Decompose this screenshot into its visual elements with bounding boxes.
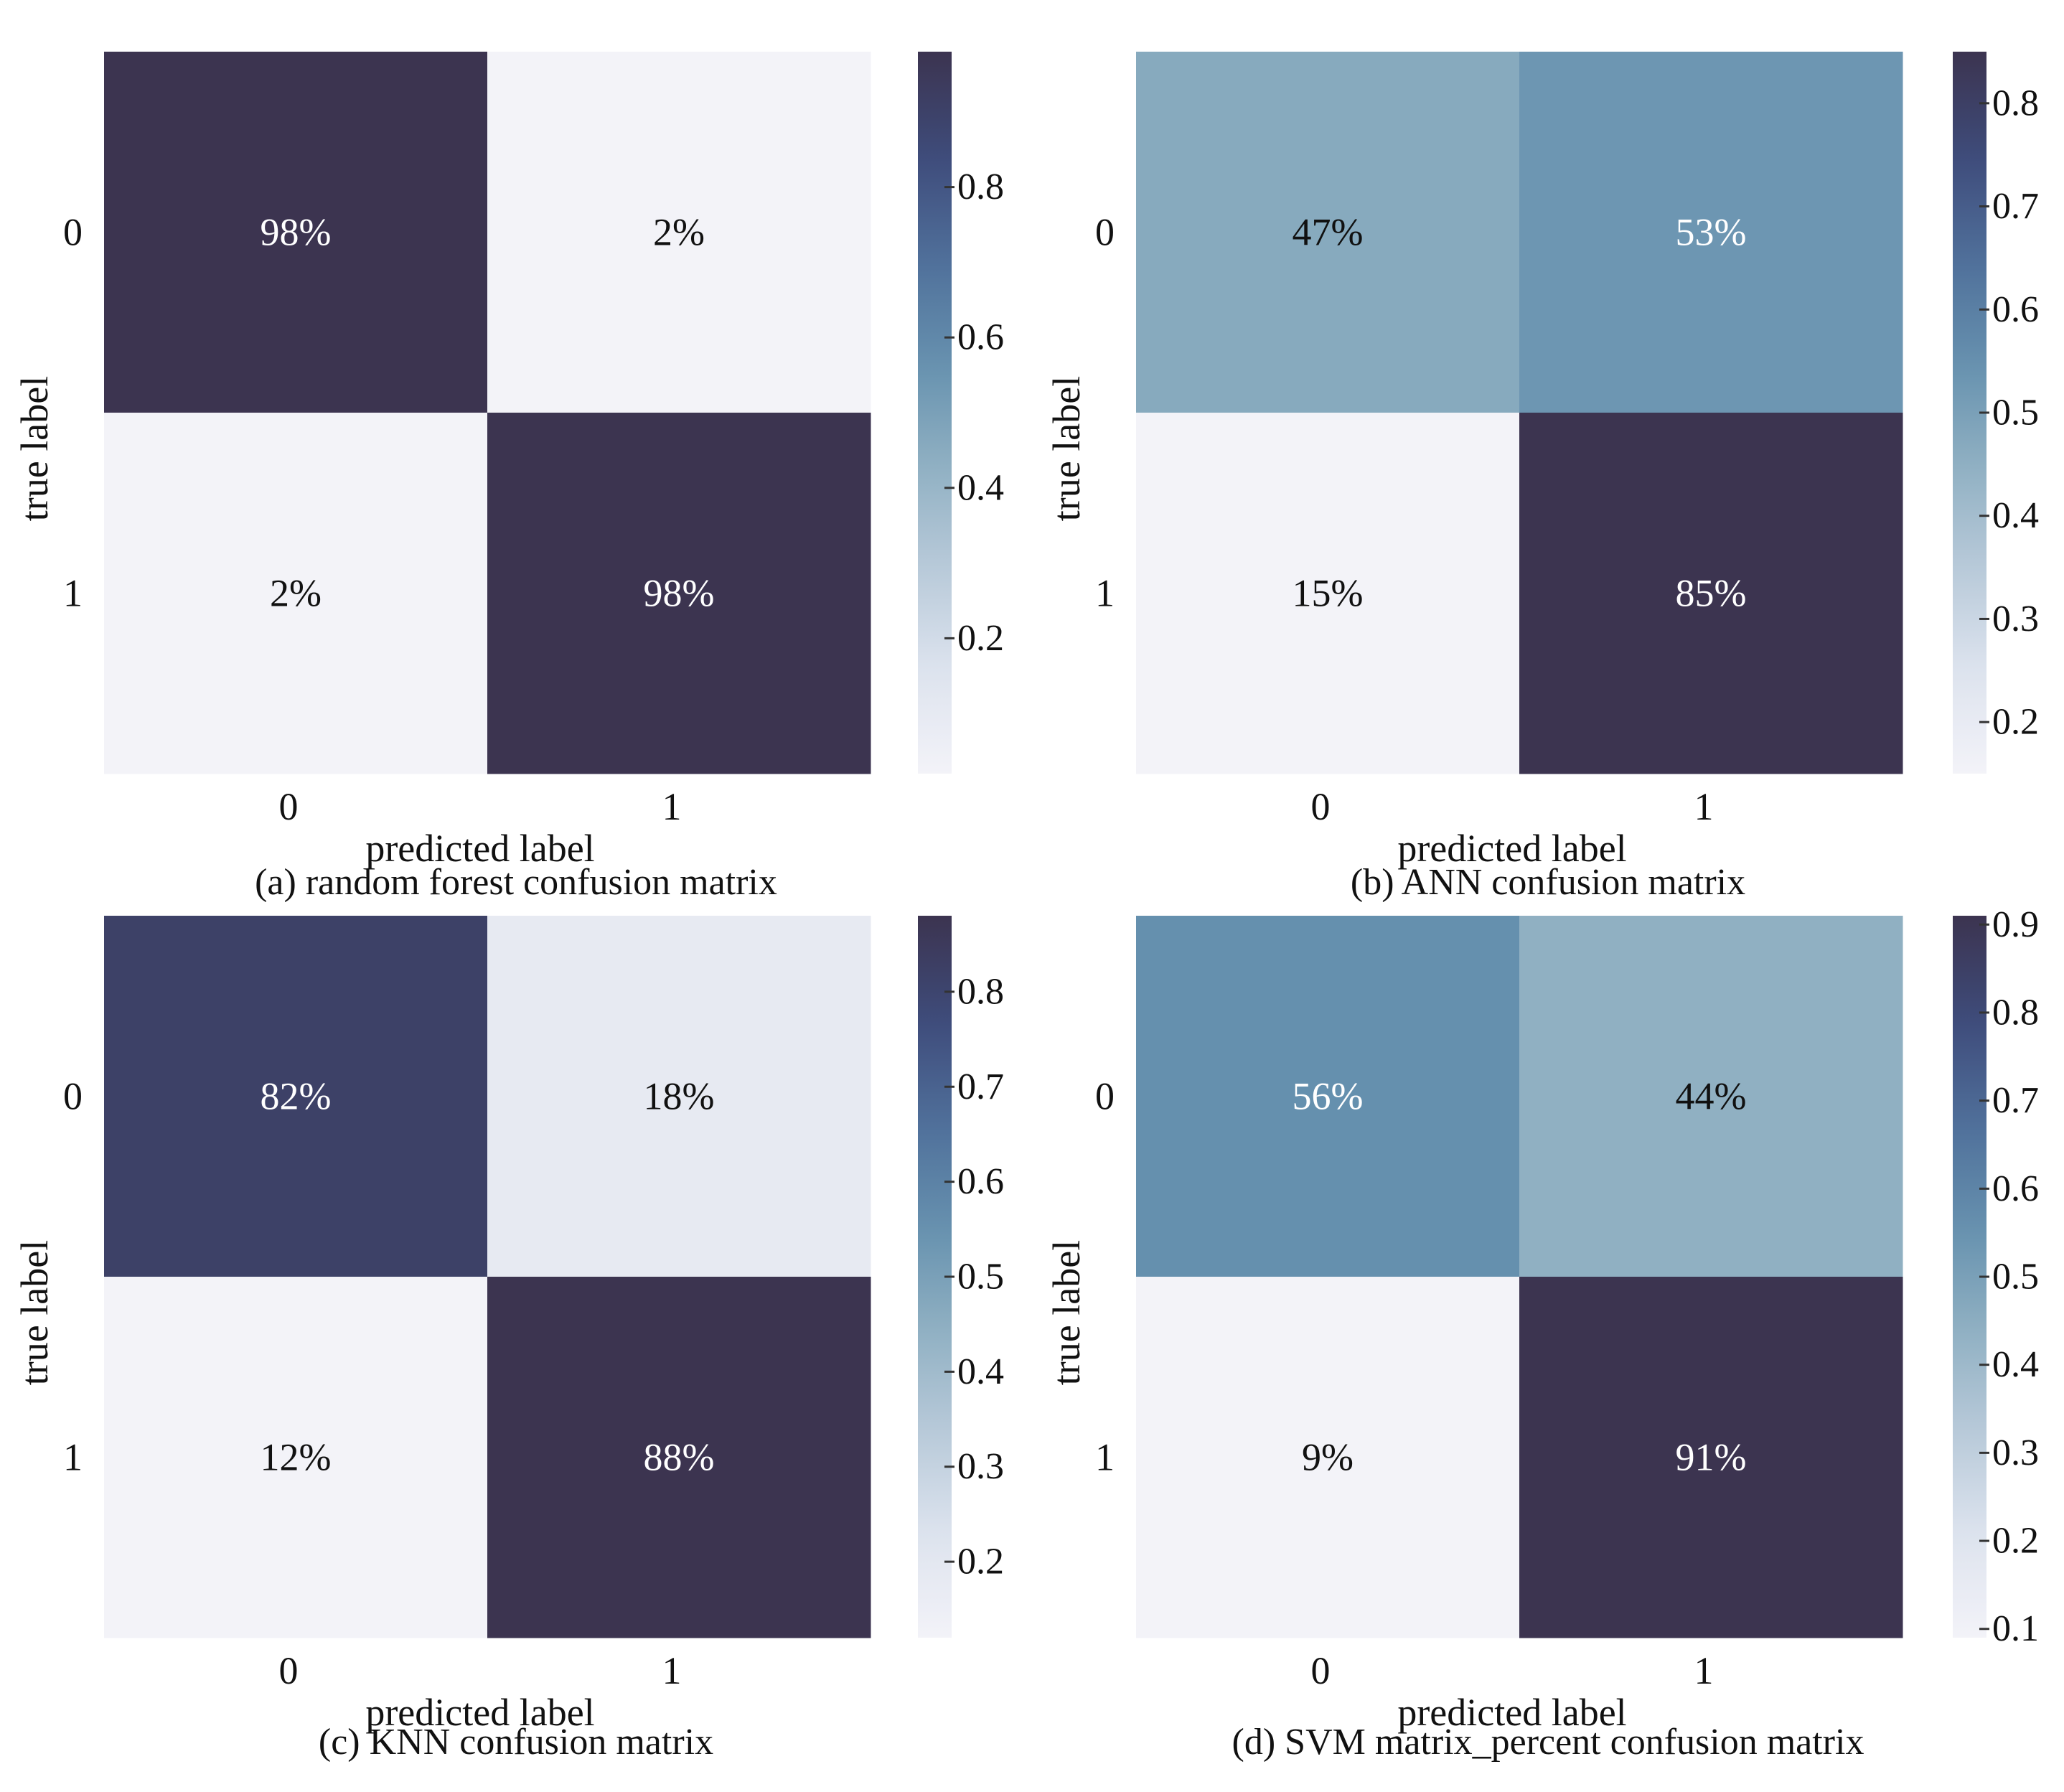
cell-label-1-1: 85%	[1676, 572, 1747, 615]
heatmap-cell-1-0	[1136, 413, 1520, 774]
colorbar-tick-label: 0.8	[957, 971, 1004, 1012]
y-axis-label: true label	[1045, 1240, 1088, 1385]
colorbar-tick-label: 0.9	[1992, 904, 2039, 945]
heatmap-cell-1-0	[1136, 1277, 1520, 1638]
y-axis-label: true label	[13, 1240, 56, 1385]
x-axis-label: predicted label	[1397, 1691, 1626, 1734]
heatmap-cell-1-1	[487, 1277, 871, 1638]
heatmap-cell-0-1	[1519, 52, 1903, 413]
cell-label-0-0: 98%	[261, 211, 332, 254]
x-tick-label-0: 0	[279, 1649, 299, 1692]
colorbar-tick-label: 0.1	[1992, 1608, 2039, 1649]
cell-label-0-1: 18%	[644, 1075, 715, 1118]
colorbar-tick-label: 0.4	[957, 467, 1004, 508]
cell-label-0-0: 82%	[261, 1075, 332, 1118]
cell-label-0-0: 47%	[1293, 211, 1364, 254]
heatmap-cell-0-0	[1136, 52, 1520, 413]
y-tick-label-0: 0	[63, 211, 83, 254]
heatmap-cell-0-0	[104, 916, 488, 1277]
caption-knn: (c) KNN confusion matrix	[318, 1722, 714, 1763]
panel-knn: 82% 18% 12% 88% 0 1 0 1 predicted label true labe…	[0, 896, 1032, 1791]
colorbar-tick-label: 0.4	[1992, 1344, 2039, 1385]
x-tick-label-1: 1	[1694, 1649, 1714, 1692]
cell-label-1-0: 12%	[261, 1436, 332, 1479]
y-tick-label-1: 1	[1095, 572, 1115, 615]
colorbar-tick-label: 0.7	[957, 1066, 1004, 1107]
colorbar-tick-label: 0.7	[1992, 186, 2039, 227]
cell-label-0-1: 44%	[1676, 1075, 1747, 1118]
colorbar-tick-label: 0.6	[1992, 289, 2039, 330]
y-tick-label-1: 1	[63, 572, 83, 615]
cell-label-0-1: 2%	[653, 211, 705, 254]
y-axis-label: true label	[13, 376, 56, 521]
cell-label-1-1: 98%	[644, 572, 715, 615]
x-axis-label: predicted label	[365, 1691, 594, 1734]
colorbar-tick-label: 0.4	[1992, 495, 2039, 536]
heatmap-cell-0-0	[104, 52, 488, 413]
cell-label-1-0: 9%	[1302, 1436, 1354, 1479]
heatmap-cell-0-1	[487, 916, 871, 1277]
colorbar	[918, 52, 952, 774]
heatmap-cell-0-1	[1519, 916, 1903, 1277]
colorbar-tick-label: 0.3	[1992, 1432, 2039, 1473]
colorbar-tick-label: 0.8	[1992, 992, 2039, 1033]
x-tick-label-0: 0	[279, 785, 299, 828]
colorbar-tick-label: 0.2	[1992, 1521, 2039, 1562]
x-tick-label-1: 1	[662, 785, 682, 828]
colorbar-tick-label: 0.4	[957, 1351, 1004, 1392]
x-tick-label-1: 1	[1694, 785, 1714, 828]
colorbar-tick-label: 0.6	[1992, 1168, 2039, 1209]
colorbar-tick-label: 0.2	[957, 618, 1004, 659]
heatmap-cell-1-0	[104, 1277, 488, 1638]
x-axis-label: predicted label	[1397, 827, 1626, 870]
colorbar-tick-label: 0.2	[1992, 702, 2039, 743]
x-tick-label-0: 0	[1311, 785, 1331, 828]
colorbar-tick-label: 0.7	[1992, 1080, 2039, 1121]
heatmap-cell-0-1	[487, 52, 871, 413]
heatmap-cell-1-1	[1519, 413, 1903, 774]
colorbar-tick-label: 0.3	[957, 1446, 1004, 1487]
panel-ann: 47% 53% 15% 85% 0 1 0 1 predicted label true labe…	[1032, 0, 2064, 903]
x-axis-label: predicted label	[365, 827, 594, 870]
caption-ann: (b) ANN confusion matrix	[1350, 862, 1746, 903]
colorbar-tick-label: 0.2	[957, 1542, 1004, 1582]
heatmap-cell-1-1	[1519, 1277, 1903, 1638]
caption-svm: (d) SVM matrix_percent confusion matrix	[1232, 1722, 1864, 1763]
y-tick-label-0: 0	[63, 1075, 83, 1118]
cell-label-0-1: 53%	[1676, 211, 1747, 254]
y-axis-label: true label	[1045, 376, 1088, 521]
caption-random-forest: (a) random forest confusion matrix	[255, 862, 777, 903]
cell-label-1-1: 91%	[1676, 1436, 1747, 1479]
colorbar-tick-label: 0.5	[957, 1257, 1004, 1298]
heatmap-random-forest: 98% 2% 2% 98% 0 1 0 1 predicted label true label 0…	[13, 52, 1004, 870]
cell-label-0-0: 56%	[1293, 1075, 1364, 1118]
cell-label-1-1: 88%	[644, 1436, 715, 1479]
cell-label-1-0: 15%	[1293, 572, 1364, 615]
heatmap-svm: 56% 44% 9% 91% 0 1 0 1 predicted label true label…	[1045, 904, 2039, 1734]
y-tick-label-1: 1	[1095, 1436, 1115, 1479]
colorbar-tick-label: 0.8	[1992, 83, 2039, 123]
colorbar-tick-label: 0.6	[957, 1161, 1004, 1202]
heatmap-cell-1-1	[487, 413, 871, 774]
x-tick-label-0: 0	[1311, 1649, 1331, 1692]
heatmap-cell-1-0	[104, 413, 488, 774]
y-tick-label-0: 0	[1095, 1075, 1115, 1118]
colorbar-tick-label: 0.3	[1992, 599, 2039, 639]
heatmap-ann: 47% 53% 15% 85% 0 1 0 1 predicted label true labe…	[1045, 52, 2039, 870]
colorbar-tick-label: 0.8	[957, 166, 1004, 207]
y-tick-label-0: 0	[1095, 211, 1115, 254]
y-tick-label-1: 1	[63, 1436, 83, 1479]
panel-random-forest: 98% 2% 2% 98% 0 1 0 1 predicted label true label 0…	[0, 0, 1032, 903]
colorbar-tick-label: 0.5	[1992, 1257, 2039, 1298]
heatmap-cell-0-0	[1136, 916, 1520, 1277]
heatmap-knn: 82% 18% 12% 88% 0 1 0 1 predicted label true labe…	[13, 916, 1004, 1734]
panel-svm: 56% 44% 9% 91% 0 1 0 1 predicted label true label…	[1032, 896, 2064, 1791]
colorbar-tick-label: 0.6	[957, 317, 1004, 358]
x-tick-label-1: 1	[662, 1649, 682, 1692]
colorbar-tick-label: 0.5	[1992, 393, 2039, 433]
cell-label-1-0: 2%	[270, 572, 322, 615]
